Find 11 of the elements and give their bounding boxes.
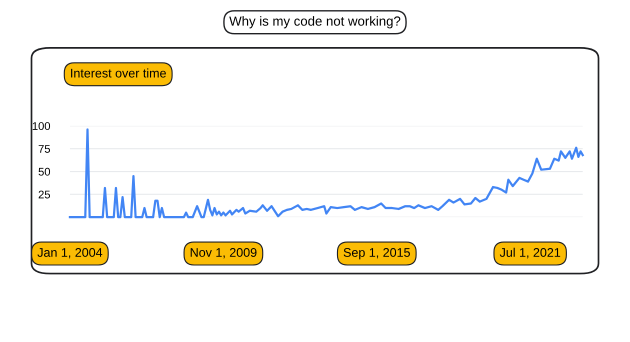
x-tick-label: Jul 1, 2021	[500, 248, 560, 258]
chart-subtitle: Interest over time	[71, 68, 166, 78]
y-tick-label: 50	[38, 168, 50, 176]
chart-title: Why is my code not working?	[229, 16, 400, 28]
y-tick-label: 25	[38, 190, 50, 198]
x-tick-label: Nov 1, 2009	[190, 248, 257, 258]
y-tick-label: 100	[32, 122, 50, 130]
y-tick-label: 75	[38, 145, 50, 153]
line-series	[68, 128, 584, 218]
x-tick-label: Sep 1, 2015	[344, 248, 410, 260]
x-tick-label: Jan 1, 2004	[37, 248, 102, 258]
